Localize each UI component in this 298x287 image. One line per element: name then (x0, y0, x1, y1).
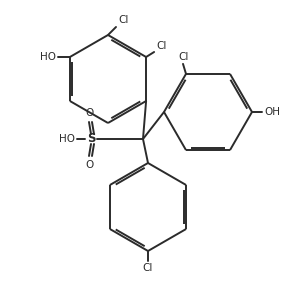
Text: O: O (85, 108, 93, 118)
Text: Cl: Cl (179, 52, 189, 62)
Text: S: S (87, 133, 95, 146)
Text: OH: OH (264, 107, 280, 117)
Text: Cl: Cl (143, 263, 153, 273)
Text: HO: HO (59, 134, 75, 144)
Text: Cl: Cl (118, 15, 128, 25)
Text: HO: HO (40, 52, 56, 62)
Text: Cl: Cl (156, 41, 167, 51)
Text: O: O (85, 160, 93, 170)
